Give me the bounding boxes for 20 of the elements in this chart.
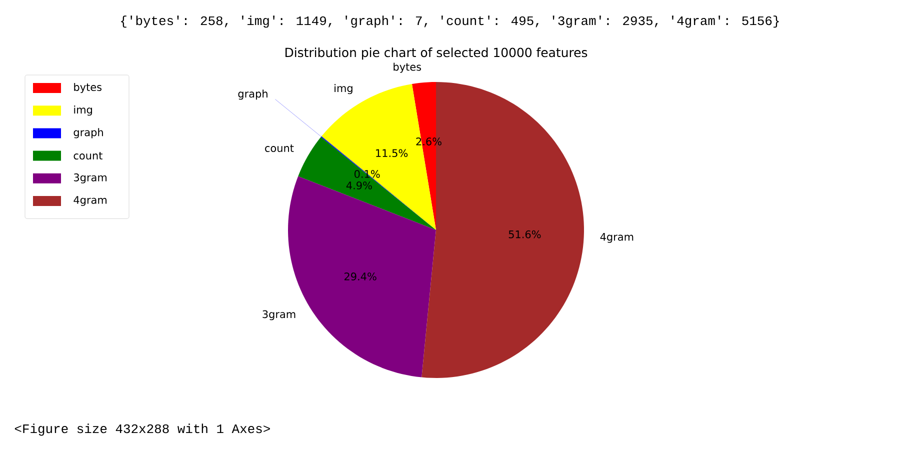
data-label: 11.5%	[376, 149, 408, 158]
slice-label: 4gram	[600, 233, 634, 243]
text: {'bytes': 258, 'img': 1149, 'graph': 7, 'count': 495, '3gram': 2935, '4gram': 5156}	[121, 16, 779, 28]
data-label: 4.9%	[346, 181, 372, 190]
legend-label: graph	[74, 128, 103, 138]
legend-label: 4gram	[74, 196, 107, 206]
slice-label: bytes	[394, 62, 422, 73]
legend-label: count	[74, 152, 102, 160]
data-label: 0.1%	[354, 170, 380, 178]
text: <Figure size 432x288 with 1 Axes>	[14, 424, 270, 436]
slice-label: count	[265, 144, 294, 152]
slice-label: graph	[238, 90, 268, 100]
legend-label: img	[74, 106, 92, 116]
chart-title: Distribution pie chart of selected 10000 features	[286, 48, 588, 60]
legend-label: bytes	[74, 82, 102, 94]
slice-label: img	[334, 84, 352, 94]
data-label: 29.4%	[344, 272, 376, 280]
slice-label: 3gram	[262, 310, 296, 320]
data-label: 51.6%	[508, 230, 541, 238]
legend-label: 3gram	[74, 173, 107, 184]
